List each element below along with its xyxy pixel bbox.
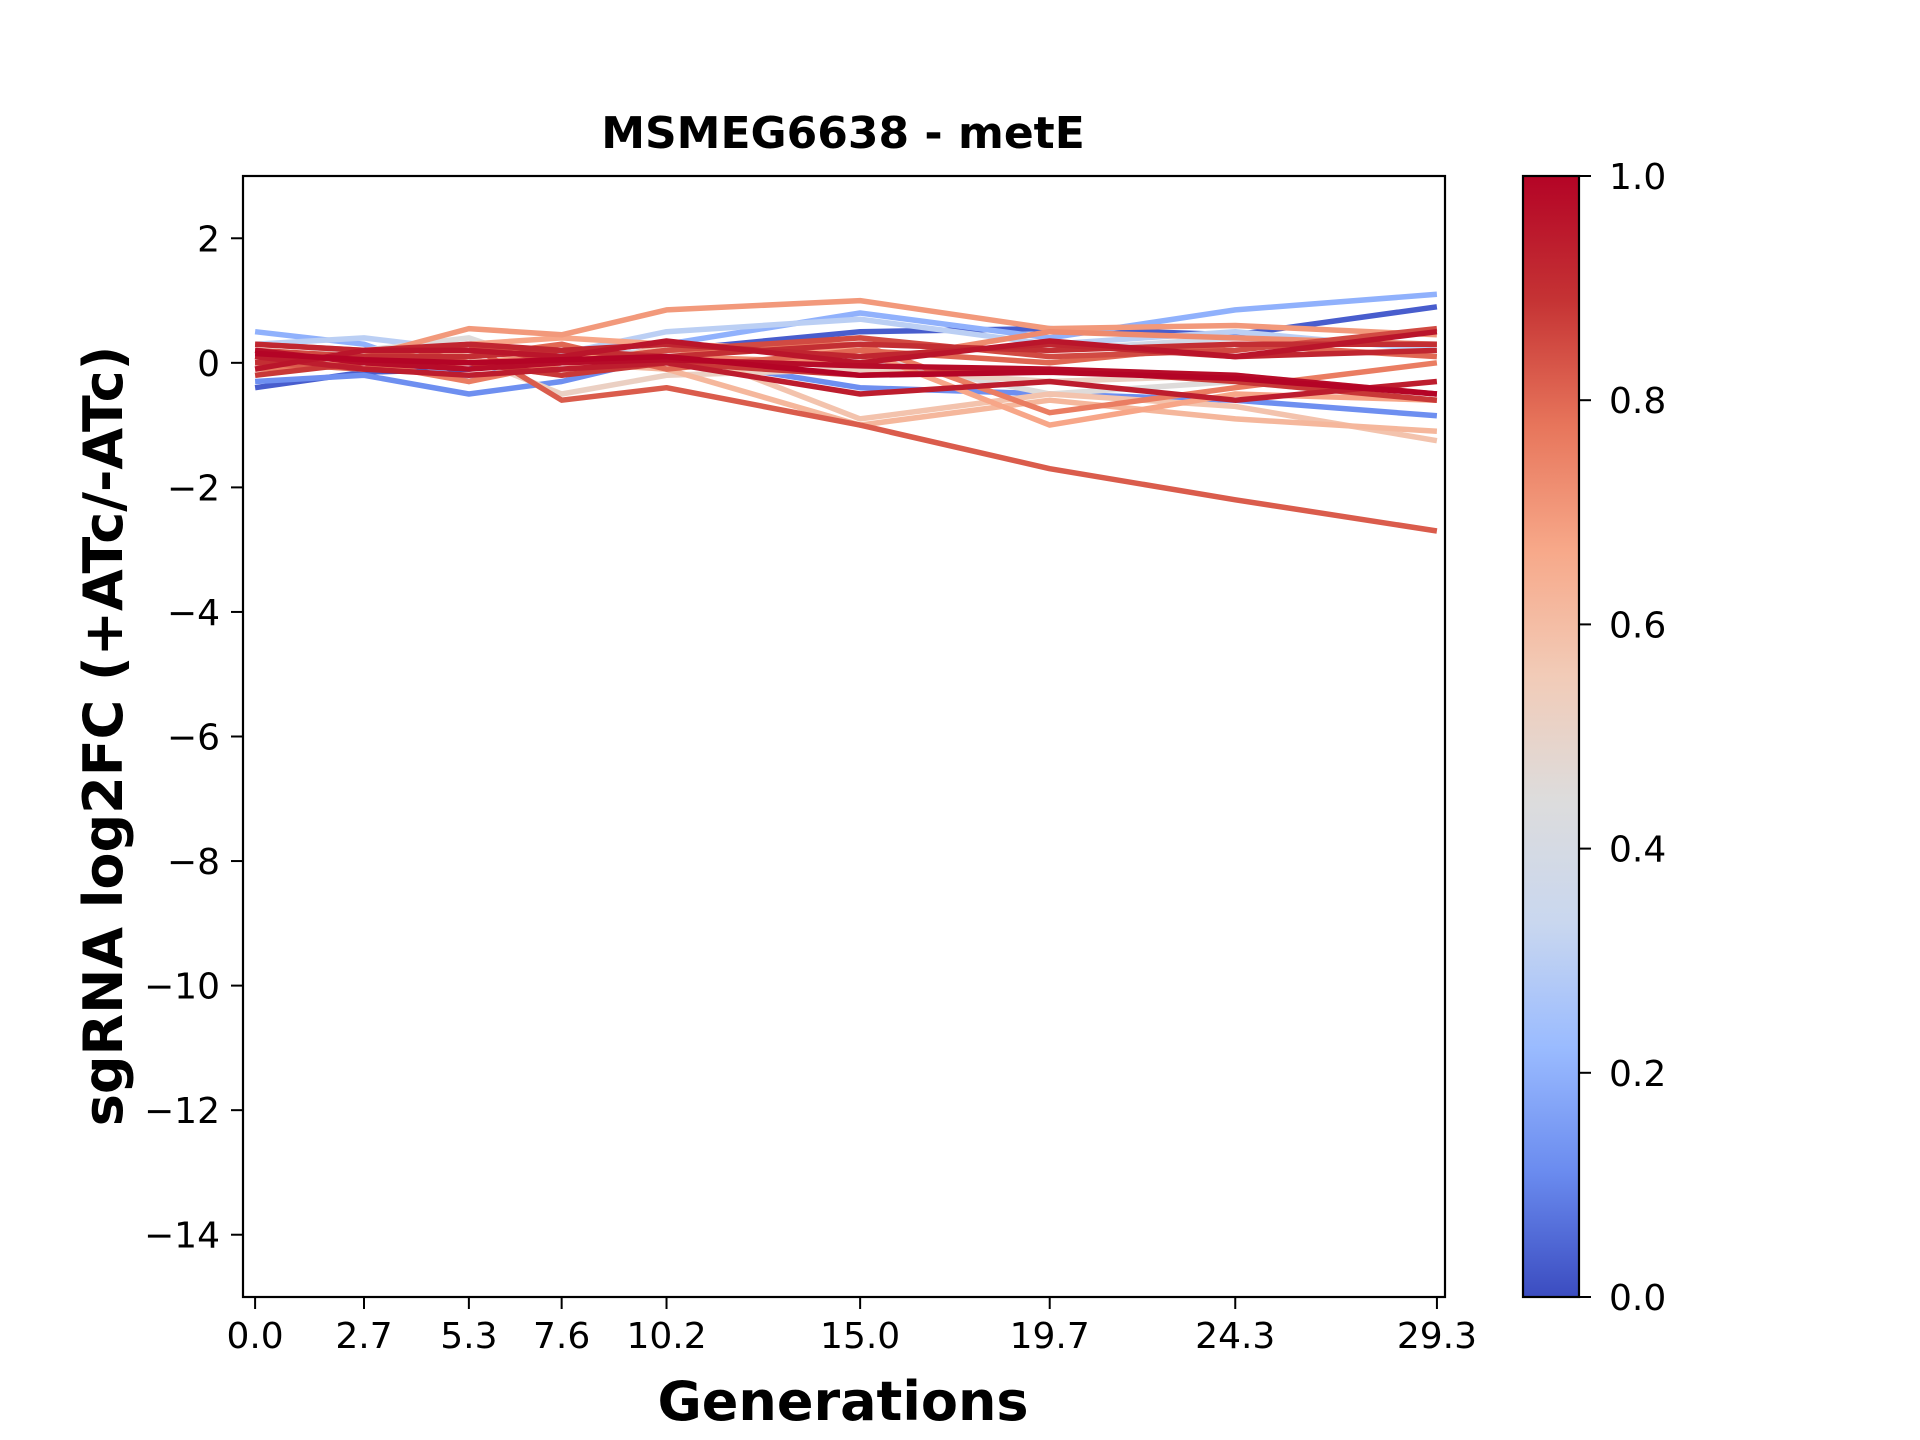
- y-tick-label: −10: [144, 967, 220, 1008]
- x-tick-label: 19.7: [1010, 1316, 1090, 1357]
- y-axis-label: sgRNA log2FC (+ATc/-ATc): [72, 346, 135, 1127]
- y-tick-label: −12: [144, 1091, 220, 1132]
- colorbar-tick-label: 0.4: [1609, 830, 1666, 871]
- series-line-22: [254, 350, 1438, 397]
- x-tick-label: 29.3: [1397, 1316, 1477, 1357]
- y-tick-label: −2: [167, 468, 220, 509]
- x-axis-label: Generations: [657, 1370, 1028, 1433]
- x-tick-label: 10.2: [626, 1316, 706, 1357]
- x-tick-label: 0.0: [226, 1316, 283, 1357]
- y-tick-label: −8: [167, 842, 220, 883]
- series-lines: [254, 291, 1438, 534]
- series-line-21: [254, 347, 1438, 397]
- colorbar-tick-label: 0.8: [1609, 381, 1666, 422]
- x-axis-ticks: 0.0 2.7 5.3 7.6 10.2 15.0 19.7 24.3 29.3: [226, 1297, 1477, 1357]
- x-tick-label: 24.3: [1195, 1316, 1275, 1357]
- series-line-19: [254, 353, 1438, 403]
- colorbar-tick-label: 1.0: [1609, 157, 1666, 198]
- colorbar-tick-label: 0.0: [1609, 1278, 1666, 1319]
- x-tick-label: 15.0: [820, 1316, 900, 1357]
- y-tick-label: −6: [167, 718, 220, 759]
- y-tick-label: −14: [144, 1216, 220, 1257]
- y-tick-label: 0: [197, 344, 220, 385]
- colorbar: [1521, 174, 1581, 1299]
- y-tick-label: −4: [167, 593, 220, 634]
- y-tick-label: 2: [197, 219, 220, 260]
- x-tick-label: 2.7: [335, 1316, 392, 1357]
- colorbar-tick-label: 0.2: [1609, 1054, 1666, 1095]
- colorbar-tick-label: 0.6: [1609, 605, 1666, 646]
- y-axis-ticks: 2 0 −2 −4 −6 −8 −10 −12 −14: [144, 219, 243, 1257]
- x-tick-label: 7.6: [533, 1316, 590, 1357]
- colorbar-ticks: 0.0 0.2 0.4 0.6 0.8 1.0: [1579, 157, 1666, 1319]
- x-tick-label: 5.3: [440, 1316, 497, 1357]
- series-line-20: [254, 328, 1438, 372]
- chart-title: MSMEG6638 - metE: [601, 108, 1085, 159]
